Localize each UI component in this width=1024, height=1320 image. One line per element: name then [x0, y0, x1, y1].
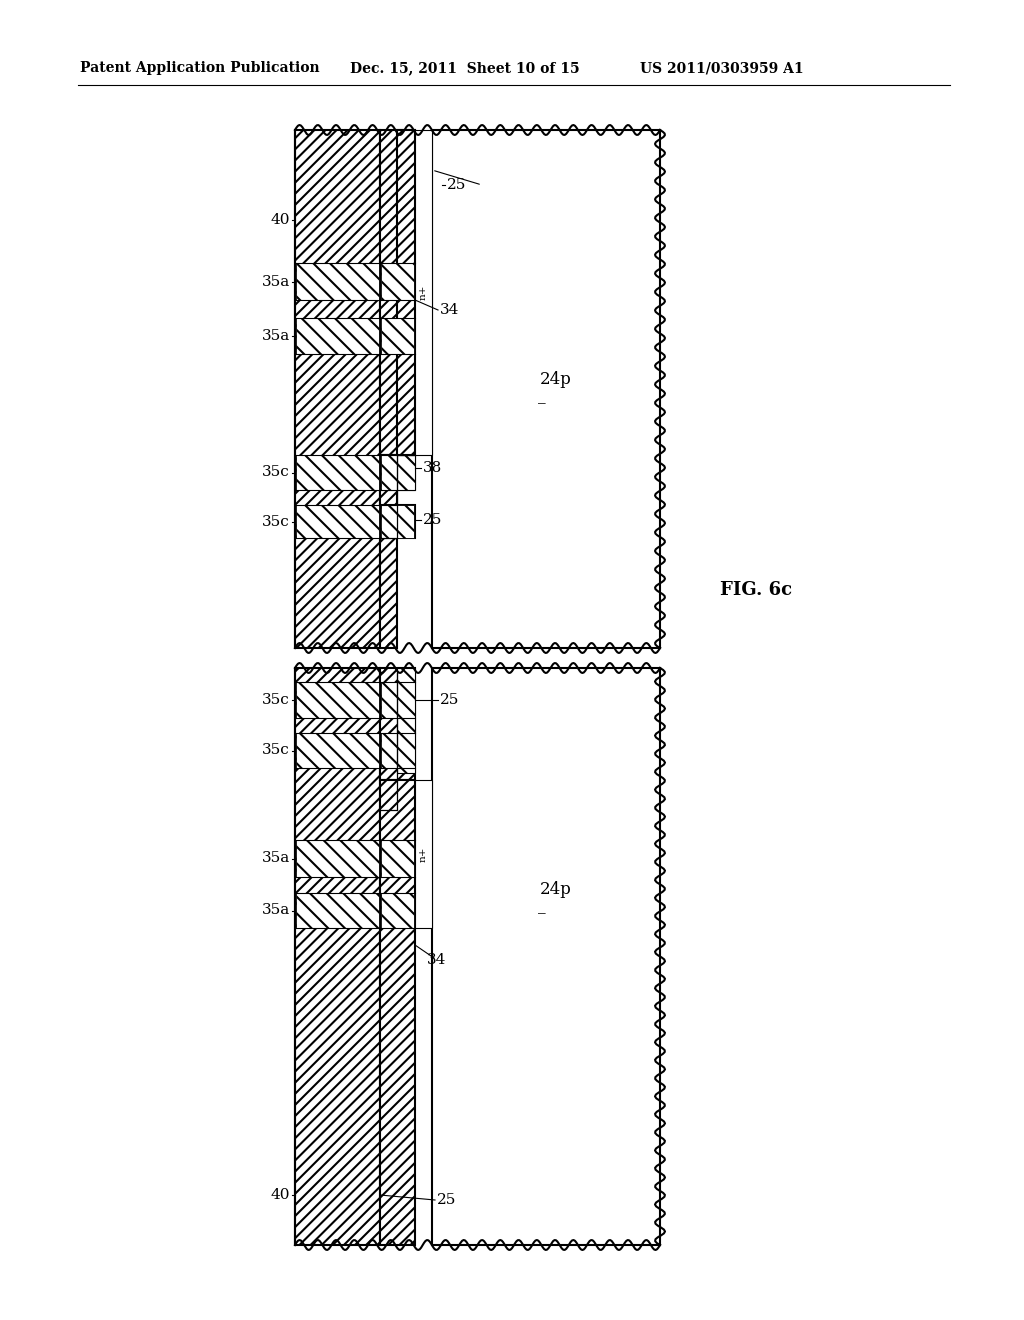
Bar — [381, 894, 414, 928]
Text: 25: 25 — [437, 1193, 457, 1206]
Bar — [296, 894, 379, 928]
Bar — [415, 780, 432, 928]
Bar — [381, 318, 414, 354]
Text: 34: 34 — [440, 304, 460, 317]
Text: FIG. 6c: FIG. 6c — [720, 581, 793, 599]
Bar — [296, 733, 379, 768]
Bar — [295, 129, 380, 648]
Text: n+: n+ — [419, 846, 428, 862]
Bar — [432, 129, 660, 648]
Bar — [380, 455, 415, 490]
Text: 35a: 35a — [262, 903, 290, 917]
Text: 35a: 35a — [262, 275, 290, 289]
Text: 25: 25 — [423, 513, 442, 527]
Bar — [296, 506, 379, 539]
Text: 24p: 24p — [540, 371, 571, 388]
Text: 25: 25 — [447, 178, 466, 191]
Text: 38: 38 — [423, 461, 442, 475]
Bar — [415, 129, 432, 455]
Bar — [397, 668, 415, 774]
Bar — [295, 668, 380, 1245]
Bar — [432, 668, 660, 1245]
Text: 35a: 35a — [262, 329, 290, 343]
Bar — [397, 129, 415, 455]
Bar — [380, 490, 397, 506]
Bar — [381, 682, 414, 718]
Bar — [380, 129, 415, 455]
Bar — [380, 780, 415, 1245]
Bar — [380, 668, 415, 780]
Text: 40: 40 — [270, 1188, 290, 1203]
Text: 40: 40 — [270, 213, 290, 227]
Bar — [381, 263, 414, 300]
Text: 35c: 35c — [262, 743, 290, 758]
Text: 35c: 35c — [262, 466, 290, 479]
Text: 35c: 35c — [262, 693, 290, 708]
Text: 34: 34 — [427, 953, 446, 968]
Bar — [380, 539, 397, 648]
Text: n+: n+ — [419, 285, 428, 300]
Bar — [397, 455, 415, 490]
Bar — [381, 840, 414, 876]
Bar — [381, 455, 414, 490]
Bar — [296, 455, 379, 490]
Text: 24p: 24p — [540, 882, 571, 899]
Text: 35a: 35a — [262, 851, 290, 866]
Text: US 2011/0303959 A1: US 2011/0303959 A1 — [640, 61, 804, 75]
Text: _: _ — [538, 389, 546, 404]
Bar — [296, 318, 379, 354]
Bar — [296, 682, 379, 718]
Bar — [381, 733, 414, 768]
Text: Dec. 15, 2011  Sheet 10 of 15: Dec. 15, 2011 Sheet 10 of 15 — [350, 61, 580, 75]
Text: _: _ — [538, 900, 546, 913]
Text: Patent Application Publication: Patent Application Publication — [80, 61, 319, 75]
Bar — [380, 506, 415, 539]
Text: 35c: 35c — [262, 515, 290, 528]
Bar — [296, 263, 379, 300]
Bar — [296, 840, 379, 876]
Bar — [381, 506, 414, 539]
Text: 25: 25 — [440, 693, 460, 708]
